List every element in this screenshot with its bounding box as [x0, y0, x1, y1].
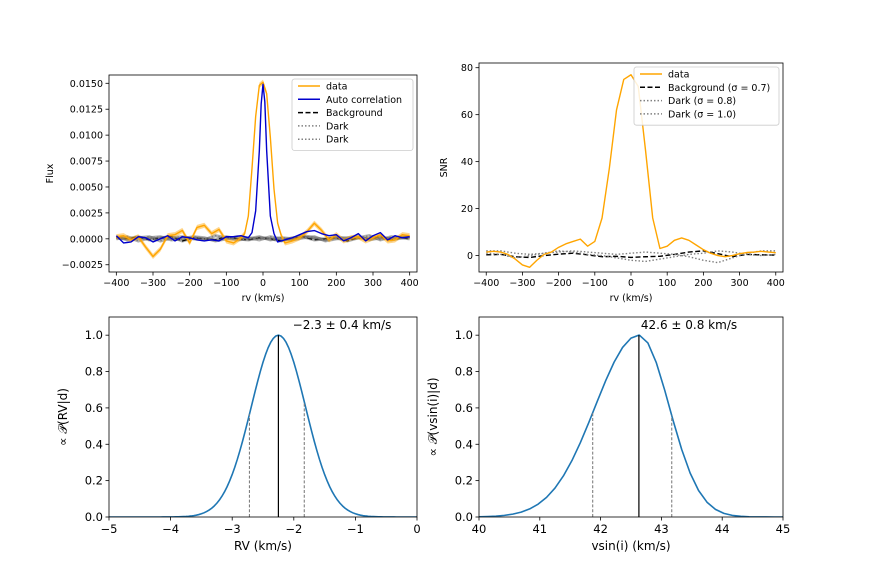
x-tick-label: −400: [103, 278, 129, 289]
legend-label: Dark: [326, 135, 349, 146]
x-tick-label: −3: [224, 522, 241, 536]
x-tick-label: −4: [162, 522, 179, 536]
x-tick-label: −200: [546, 278, 572, 289]
x-tick-label: −100: [582, 278, 608, 289]
y-tick-label: 1.0: [455, 328, 473, 342]
x-tick-label: −400: [473, 278, 499, 289]
x-tick-label: 40: [472, 522, 487, 536]
series-line-data: [486, 74, 776, 268]
legend-label: data: [326, 82, 347, 93]
x-tick-label: −100: [213, 278, 239, 289]
y-tick-label: 0.0025: [70, 208, 103, 219]
x-tick-label: −2: [285, 522, 302, 536]
x-tick-label: 0: [413, 522, 420, 536]
x-tick-label: 42: [593, 522, 608, 536]
series-line-dark: [116, 235, 410, 242]
legend-label: Auto correlation: [326, 95, 402, 106]
y-tick-label: 40: [461, 157, 473, 168]
legend-label: Dark (σ = 0.8): [668, 96, 736, 107]
x-tick-label: 41: [532, 522, 547, 536]
plot-area: [486, 74, 776, 268]
y-tick-label: 0.0125: [70, 105, 103, 116]
x-axis-label: RV (km/s): [234, 539, 292, 553]
x-tick-label: −1: [347, 522, 364, 536]
x-tick-label: 45: [776, 522, 791, 536]
y-tick-label: 0.0050: [70, 182, 103, 193]
x-tick-label: 200: [327, 278, 345, 289]
y-tick-label: 60: [461, 110, 473, 121]
legend-label: Dark: [326, 121, 349, 132]
y-axis-label: ∝ 𝒫(RV|d): [56, 388, 70, 446]
x-tick-label: 200: [694, 278, 712, 289]
y-tick-label: 0.2: [85, 474, 103, 488]
panel-snr: −400 −300 −200 −100 0 100 200 300 400 0 20 40 60 80 rv…: [439, 62, 785, 304]
legend: data Background (σ = 0.7) Dark (σ = 0.8) Da…: [633, 66, 780, 126]
y-tick-label: 0.6: [455, 401, 473, 415]
x-axis-label: rv (km/s): [242, 293, 285, 304]
axes-frame: [108, 316, 418, 518]
legend-label: Dark (σ = 1.0): [668, 109, 736, 120]
posterior-curve: [479, 334, 783, 517]
x-tick-label: 0: [628, 278, 634, 289]
x-tick-label: 300: [731, 278, 749, 289]
x-axis-label: vsin(i) (km/s): [591, 539, 670, 553]
legend-box: [291, 78, 414, 151]
legend-label: data: [668, 70, 689, 81]
x-tick-label: 400: [767, 278, 785, 289]
x-tick-label: 300: [364, 278, 382, 289]
y-tick-label: 0.0000: [70, 234, 103, 245]
x-tick-label: 400: [401, 278, 419, 289]
y-tick-label: 0.4: [85, 437, 103, 451]
legend-label: Background (σ = 0.7): [668, 83, 770, 94]
y-tick-label: 0.6: [85, 401, 103, 415]
y-tick-label: 0.0: [85, 510, 103, 524]
y-tick-label: 20: [461, 204, 473, 215]
series-line-auto-correlation: [115, 83, 410, 244]
legend-label: Background: [326, 108, 383, 119]
panel-vsini-posterior: 40 41 42 43 44 45 0.0 0.2 0.4 0.6 0.8 1.0 vsin(i) (k…: [426, 316, 791, 553]
x-axis-label: rv (km/s): [610, 293, 653, 304]
y-tick-label: 0.0: [455, 510, 473, 524]
x-tick-label: 43: [654, 522, 669, 536]
plot-area: [115, 79, 410, 260]
y-tick-label: 0.4: [455, 437, 473, 451]
y-tick-label: 0: [467, 251, 473, 262]
y-tick-label: 0.8: [455, 365, 473, 379]
y-tick-label: 0.0150: [70, 79, 103, 90]
estimate-annotation: 42.6 ± 0.8 km/s: [641, 318, 737, 332]
panel-flux: −400 −300 −200 −100 0 100 200 300 400 −0.0025 0.00…: [45, 74, 419, 304]
series-line-data: [116, 81, 410, 258]
x-tick-label: −300: [509, 278, 535, 289]
legend: data Auto correlation Background Dark Dark: [291, 78, 414, 151]
y-tick-label: 0.2: [455, 474, 473, 488]
y-axis-label: ∝ 𝒫(vsin(i)|d): [426, 377, 440, 456]
y-tick-label: 0.0075: [70, 157, 103, 168]
axes-frame: [478, 316, 784, 518]
y-tick-label: 80: [461, 63, 473, 74]
x-tick-label: 100: [658, 278, 676, 289]
y-tick-label: 0.8: [85, 365, 103, 379]
x-tick-label: −200: [177, 278, 203, 289]
panel-rv-posterior: −5 −4 −3 −2 −1 0 0.0 0.2 0.4 0.6 0.8 1.0 RV (km/s) ∝ …: [56, 316, 421, 553]
estimate-annotation: −2.3 ± 0.4 km/s: [293, 318, 392, 332]
y-tick-label: 1.0: [85, 328, 103, 342]
plot-area: [479, 334, 783, 517]
x-tick-label: −5: [101, 522, 118, 536]
x-tick-label: 44: [715, 522, 730, 536]
x-tick-label: −300: [140, 278, 166, 289]
x-tick-label: 0: [260, 278, 266, 289]
y-axis-label: Flux: [45, 163, 56, 183]
y-tick-label: −0.0025: [62, 260, 103, 271]
x-tick-label: 100: [291, 278, 309, 289]
legend-box: [633, 66, 780, 126]
y-axis-label: SNR: [439, 157, 450, 177]
y-tick-label: 0.0100: [70, 131, 103, 142]
